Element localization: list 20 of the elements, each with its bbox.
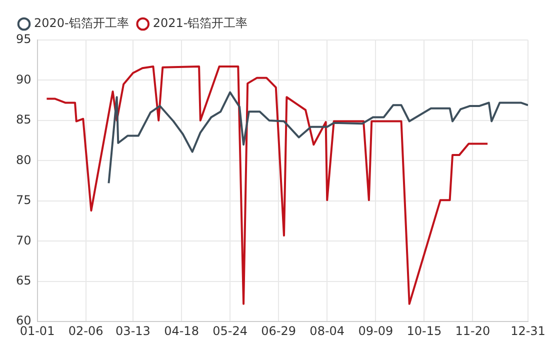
y-tick-label: 75 — [16, 193, 32, 208]
legend-label: 2021-铝箔开工率 — [152, 16, 248, 30]
y-tick-label: 95 — [16, 32, 32, 46]
y-tick-label: 65 — [16, 273, 32, 288]
x-tick-label: 09-09 — [358, 324, 394, 338]
y-tick-label: 70 — [16, 233, 32, 248]
y-tick-label: 90 — [16, 72, 32, 86]
x-tick-label: 02-06 — [68, 324, 104, 338]
x-tick-label: 12-31 — [510, 324, 546, 338]
x-tick-label: 01-01 — [20, 324, 55, 338]
y-tick-label: 85 — [16, 112, 32, 127]
x-tick-label: 11-20 — [455, 324, 490, 338]
x-tick-label: 08-04 — [310, 324, 345, 338]
x-tick-label: 10-15 — [406, 324, 442, 338]
y-tick-label: 80 — [16, 152, 32, 167]
x-tick-label: 06-29 — [261, 324, 296, 338]
x-tick-label: 05-24 — [212, 324, 248, 338]
x-tick-label: 04-18 — [164, 324, 199, 338]
legend-label: 2020-铝箔开工率 — [34, 16, 129, 30]
x-tick-label: 03-13 — [116, 324, 150, 338]
